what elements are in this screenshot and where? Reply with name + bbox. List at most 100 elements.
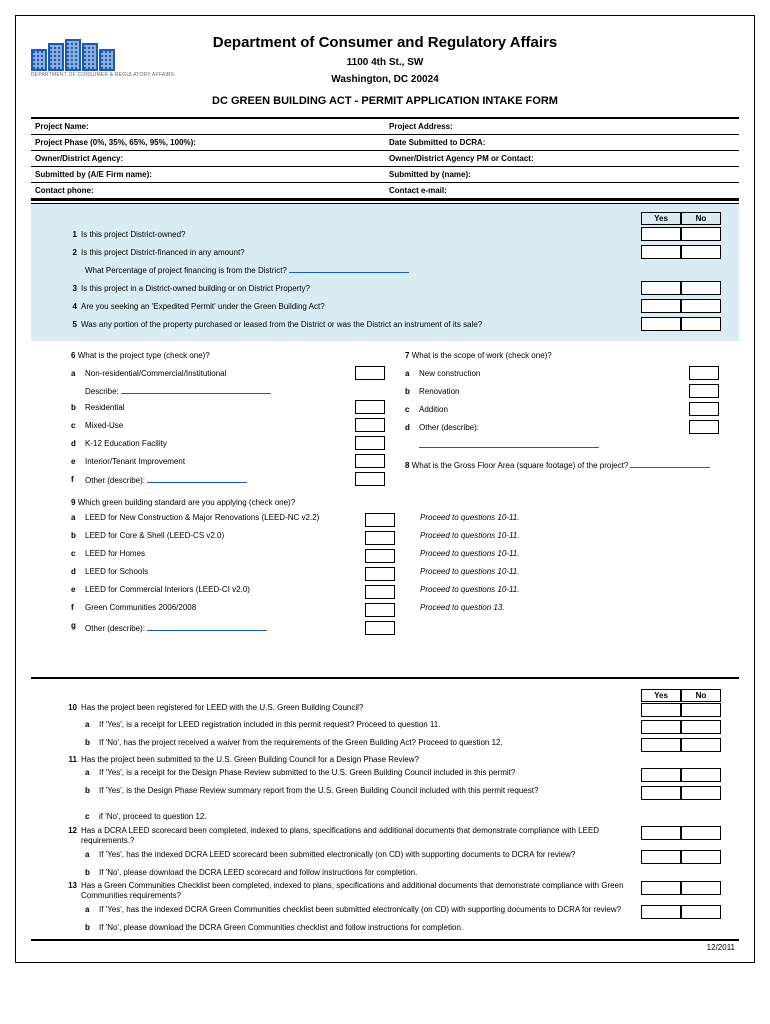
q6a-box[interactable]	[355, 366, 385, 380]
q11c-text: if 'No', proceed to question 12.	[99, 812, 641, 822]
q8-line[interactable]	[630, 458, 710, 468]
q9-section: 9 Which green building standard are you …	[31, 498, 739, 637]
q5-no-box[interactable]	[681, 317, 721, 331]
no-header-2: No	[681, 689, 721, 702]
q6b-text: Residential	[85, 403, 351, 412]
section-district-questions: Yes No 1 Is this project District-owned?…	[31, 204, 739, 341]
q11b-yes-box[interactable]	[641, 786, 681, 800]
q5-yes-box[interactable]	[641, 317, 681, 331]
footer-date: 12/2011	[31, 941, 739, 952]
q3-number: 3	[31, 284, 81, 293]
q9g-text: Other (describe):	[85, 624, 145, 633]
buildings-icon	[31, 39, 174, 71]
q9b-text: LEED for Core & Shell (LEED-CS v2.0)	[85, 531, 365, 545]
q7b-box[interactable]	[689, 384, 719, 398]
q6a-text: Non-residential/Commercial/Institutional	[85, 369, 351, 378]
q7a-text: New construction	[419, 369, 685, 378]
q9d-text: LEED for Schools	[85, 567, 365, 581]
q9a-letter: a	[71, 513, 85, 527]
q10-text: Has the project been registered for LEED…	[81, 703, 641, 717]
q6f-letter: f	[71, 475, 85, 484]
q4-no-box[interactable]	[681, 299, 721, 313]
q8-number: 8	[405, 461, 409, 470]
q10-yes-box[interactable]	[641, 703, 681, 717]
label-date-submitted: Date Submitted to DCRA:	[385, 135, 739, 150]
q7d-letter: d	[405, 423, 419, 432]
q9d-box[interactable]	[365, 567, 395, 581]
q2-no-box[interactable]	[681, 245, 721, 259]
q6-describe-line[interactable]	[121, 384, 271, 394]
q13-yes-box[interactable]	[641, 881, 681, 895]
q2-number: 2	[31, 248, 81, 257]
q6f-box[interactable]	[355, 472, 385, 486]
q9e-text: LEED for Commercial Interiors (LEED-CI v…	[85, 585, 365, 599]
q6e-text: Interior/Tenant Improvement	[85, 457, 351, 466]
q13-text: Has a Green Communities Checklist been c…	[81, 881, 641, 902]
q7-number: 7	[405, 351, 409, 360]
q11b-letter: b	[85, 786, 99, 800]
q2-fill-line[interactable]	[289, 263, 409, 273]
q9c-box[interactable]	[365, 549, 395, 563]
section-project-type: 6 What is the project type (check one)? …	[31, 341, 739, 647]
q7c-text: Addition	[419, 405, 685, 414]
q11a-no-box[interactable]	[681, 768, 721, 782]
q7-text: What is the scope of work (check one)?	[412, 351, 552, 360]
q4-yes-box[interactable]	[641, 299, 681, 313]
q13a-no-box[interactable]	[681, 905, 721, 919]
q12a-letter: a	[85, 850, 99, 864]
q3-yes-box[interactable]	[641, 281, 681, 295]
q11-number: 11	[31, 755, 81, 765]
q7d-box[interactable]	[689, 420, 719, 434]
q12-no-box[interactable]	[681, 826, 721, 840]
q4-number: 4	[31, 302, 81, 311]
q7a-letter: a	[405, 369, 419, 378]
q9f-box[interactable]	[365, 603, 395, 617]
q9e-box[interactable]	[365, 585, 395, 599]
q12a-yes-box[interactable]	[641, 850, 681, 864]
q6-number: 6	[71, 351, 75, 360]
q6d-box[interactable]	[355, 436, 385, 450]
q7c-box[interactable]	[689, 402, 719, 416]
q9c-proceed: Proceed to questions 10-11.	[395, 549, 739, 563]
q9e-proceed: Proceed to questions 10-11.	[395, 585, 739, 599]
q6e-box[interactable]	[355, 454, 385, 468]
q9e-letter: e	[71, 585, 85, 599]
q6c-box[interactable]	[355, 418, 385, 432]
q9b-box[interactable]	[365, 531, 395, 545]
q10a-text: If 'Yes', is a receipt for LEED registra…	[99, 720, 641, 734]
q12-yes-box[interactable]	[641, 826, 681, 840]
q9a-box[interactable]	[365, 513, 395, 527]
q3-no-box[interactable]	[681, 281, 721, 295]
q2-yes-box[interactable]	[641, 245, 681, 259]
q7b-text: Renovation	[419, 387, 685, 396]
q7a-box[interactable]	[689, 366, 719, 380]
q1-yes-box[interactable]	[641, 227, 681, 241]
q11a-yes-box[interactable]	[641, 768, 681, 782]
q9g-box[interactable]	[365, 621, 395, 635]
q6f-line[interactable]	[147, 473, 247, 483]
q6c-letter: c	[71, 421, 85, 430]
q13b-text: If 'No', please download the DCRA Green …	[99, 923, 641, 933]
q10b-yes-box[interactable]	[641, 738, 681, 752]
q13-number: 13	[31, 881, 81, 902]
q9f-letter: f	[71, 603, 85, 617]
q12a-no-box[interactable]	[681, 850, 721, 864]
q10b-no-box[interactable]	[681, 738, 721, 752]
q1-no-box[interactable]	[681, 227, 721, 241]
q13b-letter: b	[85, 923, 99, 933]
q10a-no-box[interactable]	[681, 720, 721, 734]
label-contact-phone: Contact phone:	[31, 183, 385, 198]
q9g-line[interactable]	[147, 621, 267, 631]
q5-number: 5	[31, 320, 81, 329]
q11b-no-box[interactable]	[681, 786, 721, 800]
section-leed-questions: Yes No 10 Has the project been registere…	[31, 677, 739, 941]
q13-no-box[interactable]	[681, 881, 721, 895]
q10-no-box[interactable]	[681, 703, 721, 717]
q12-number: 12	[31, 826, 81, 847]
q13a-yes-box[interactable]	[641, 905, 681, 919]
q9a-proceed: Proceed to questions 10-11.	[395, 513, 739, 527]
q10a-yes-box[interactable]	[641, 720, 681, 734]
q6b-box[interactable]	[355, 400, 385, 414]
no-header: No	[681, 212, 721, 225]
q7d-line[interactable]	[419, 438, 599, 448]
